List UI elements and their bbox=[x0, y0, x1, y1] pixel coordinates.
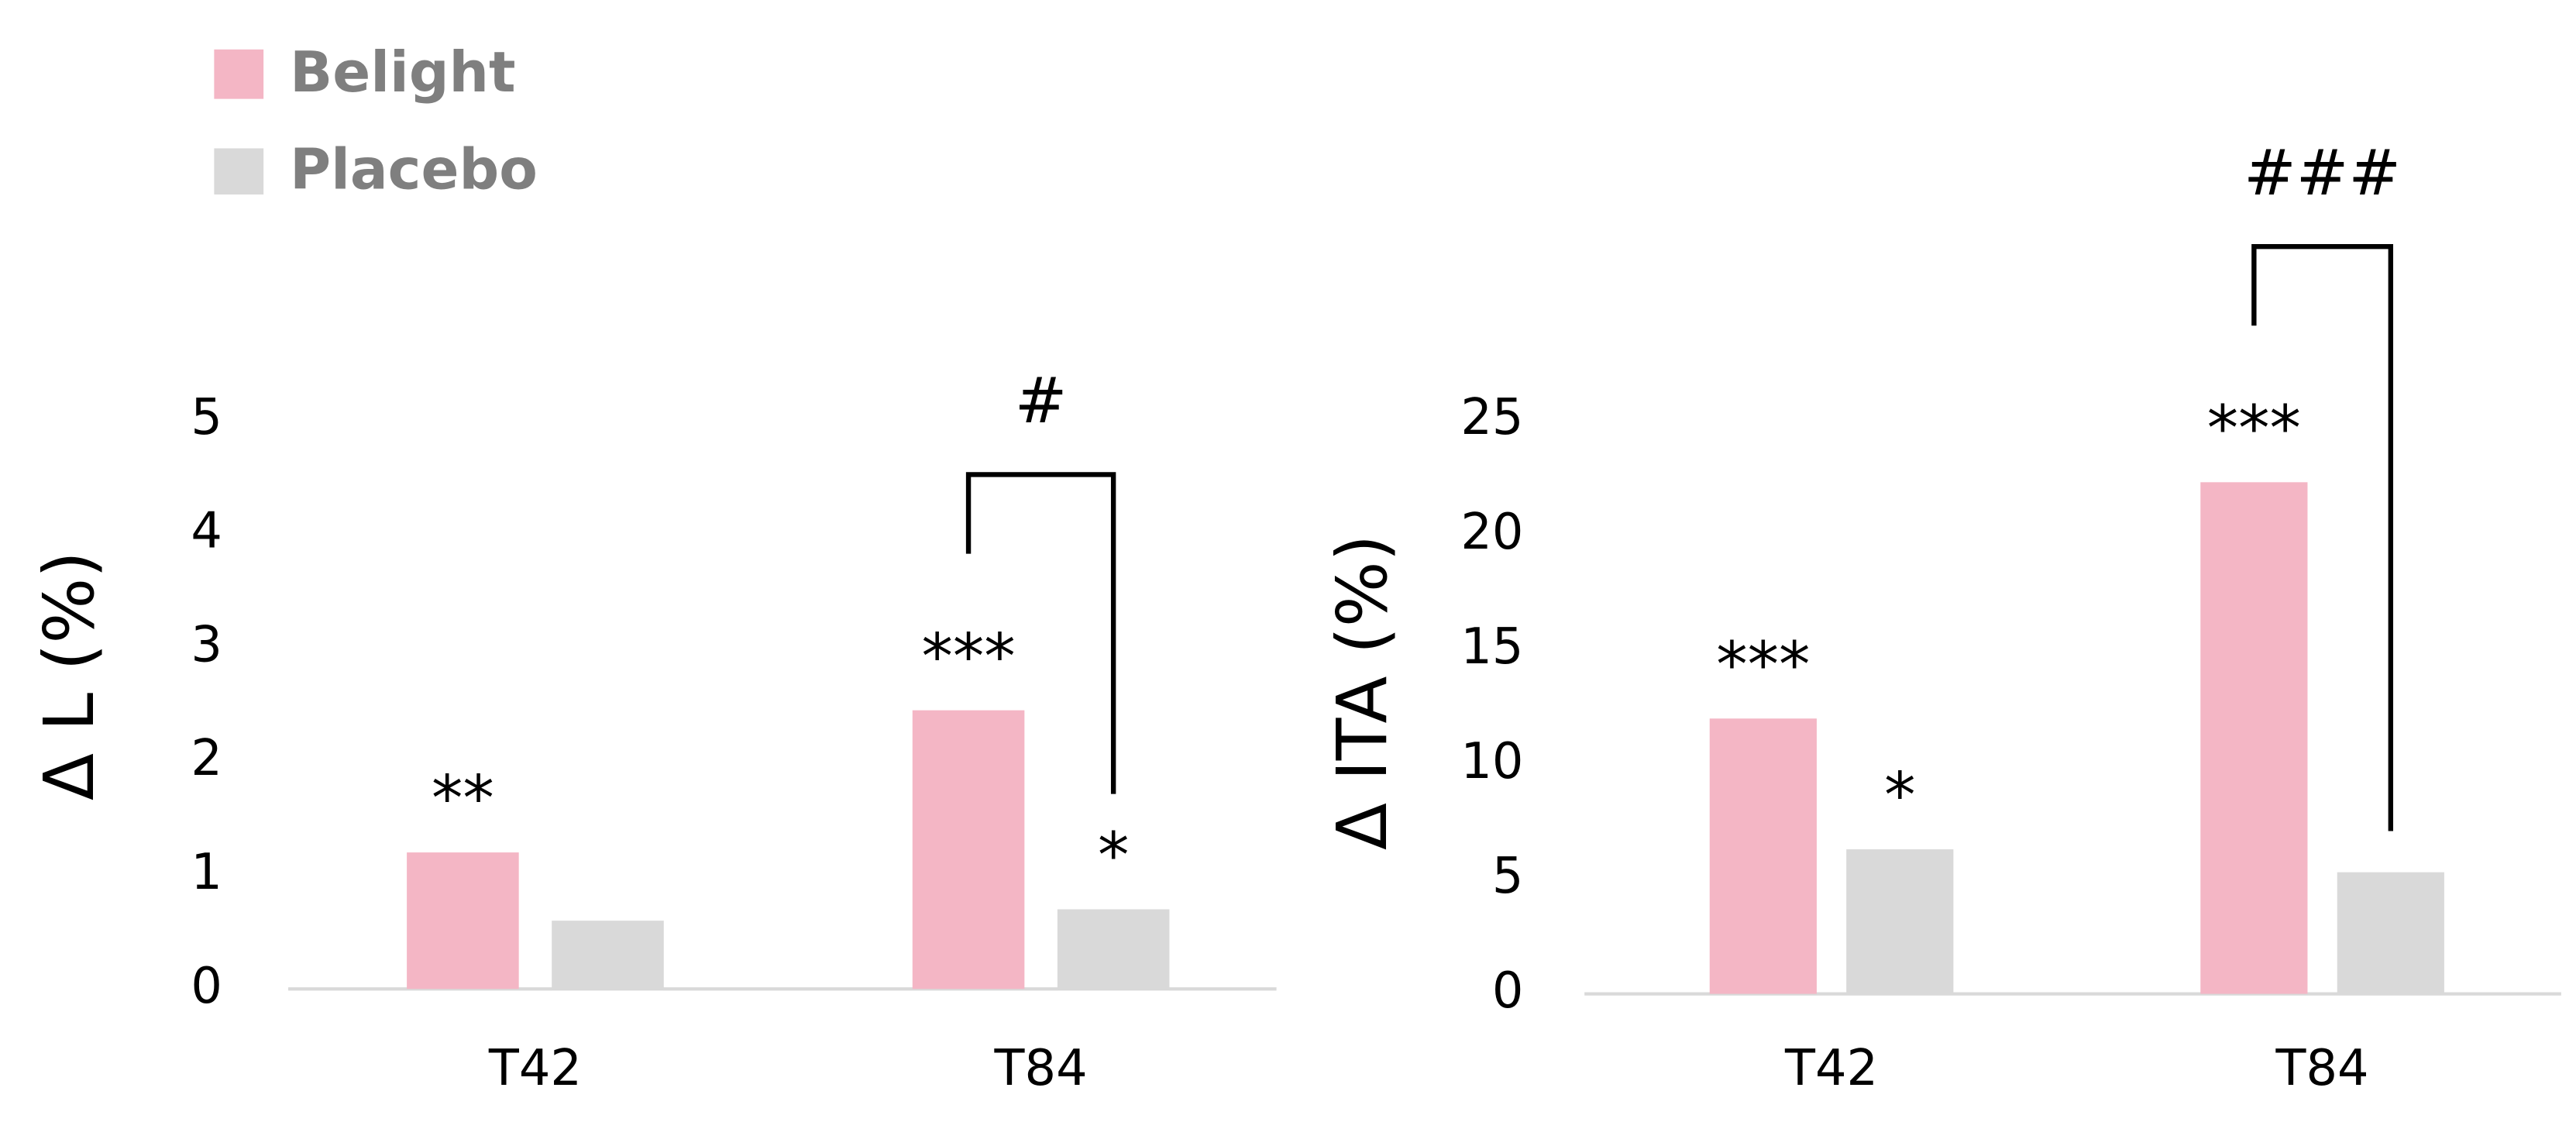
y-tick-label: 20 bbox=[1460, 504, 1523, 561]
y-tick-label: 10 bbox=[1460, 733, 1523, 790]
y-tick-label: 25 bbox=[1460, 389, 1523, 446]
comparison-bracket bbox=[2251, 243, 2394, 831]
y-axis-title: Δ L (%) bbox=[29, 551, 110, 800]
bar bbox=[1057, 909, 1170, 990]
significance-label: ** bbox=[432, 762, 494, 835]
bar bbox=[2337, 872, 2444, 994]
x-tick-label: T42 bbox=[1784, 1040, 1878, 1097]
comparison-label: # bbox=[1015, 365, 1068, 438]
x-tick-label: T42 bbox=[488, 1040, 582, 1097]
significance-label: * bbox=[1884, 759, 1915, 832]
bar bbox=[407, 852, 519, 990]
y-tick-label: 3 bbox=[191, 616, 222, 673]
x-tick-label: T84 bbox=[994, 1040, 1088, 1097]
bar bbox=[2200, 482, 2308, 994]
significance-label: *** bbox=[921, 621, 1015, 694]
y-tick-label: 5 bbox=[191, 389, 222, 446]
bar bbox=[552, 921, 664, 990]
y-tick-label: 15 bbox=[1460, 618, 1523, 676]
significance-label: *** bbox=[2207, 392, 2301, 465]
significance-label: * bbox=[1098, 820, 1129, 893]
comparison-label: ### bbox=[2244, 137, 2401, 210]
bar bbox=[1709, 718, 1817, 994]
x-tick-label: T84 bbox=[2275, 1040, 2369, 1097]
bar bbox=[1846, 849, 1954, 994]
y-tick-label: 1 bbox=[191, 844, 222, 901]
y-axis-title: Δ ITA (%) bbox=[1322, 535, 1403, 851]
bar bbox=[912, 710, 1025, 990]
comparison-bracket bbox=[965, 472, 1116, 794]
significance-label: *** bbox=[1716, 628, 1810, 701]
y-tick-label: 4 bbox=[191, 503, 222, 560]
legend-label: Belight bbox=[290, 40, 515, 105]
legend-swatch bbox=[214, 49, 264, 99]
y-tick-label: 2 bbox=[191, 730, 222, 787]
legend-swatch bbox=[214, 148, 264, 194]
y-tick-label: 0 bbox=[191, 958, 222, 1015]
y-tick-label: 5 bbox=[1492, 848, 1524, 905]
legend-label: Placebo bbox=[290, 137, 538, 202]
y-tick-label: 0 bbox=[1492, 962, 1524, 1020]
